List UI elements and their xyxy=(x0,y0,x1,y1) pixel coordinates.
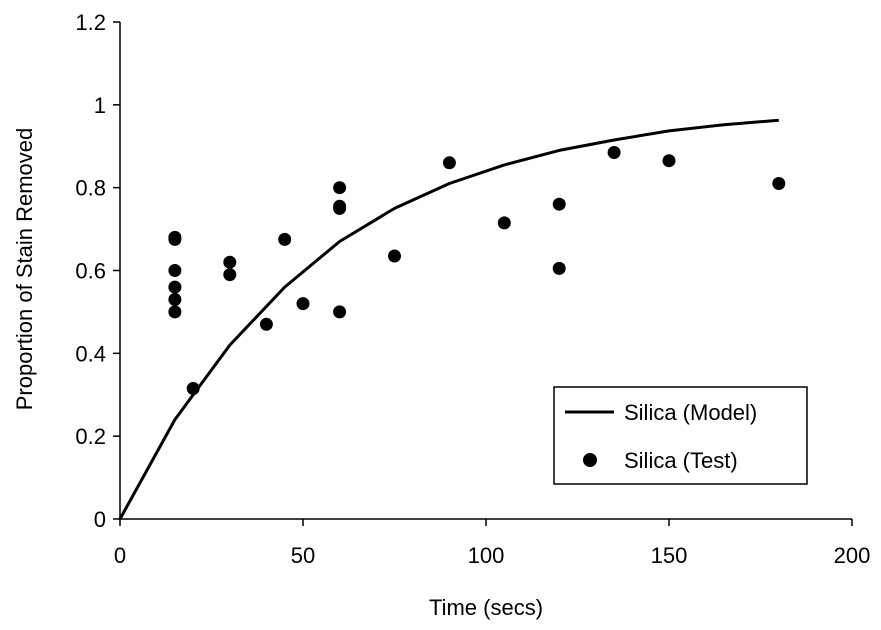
test-point xyxy=(186,382,200,395)
test-point xyxy=(552,197,566,211)
test-point xyxy=(168,232,182,246)
x-tick-label: 200 xyxy=(834,543,871,568)
y-tick-label: 0.2 xyxy=(75,424,106,449)
y-axis-title: Proportion of Stain Removed xyxy=(12,128,37,411)
legend[interactable]: Silica (Model) Silica (Test) xyxy=(553,386,808,485)
test-point xyxy=(333,305,347,319)
test-point xyxy=(278,232,292,246)
x-tick-label: 150 xyxy=(651,543,688,568)
legend-label-test: Silica (Test) xyxy=(624,448,738,473)
y-tick-label: 1.2 xyxy=(75,10,106,35)
model-curve xyxy=(118,118,779,520)
y-tick-label: 0.4 xyxy=(75,341,106,366)
plot-area xyxy=(118,118,786,520)
test-point xyxy=(552,261,566,275)
test-point xyxy=(497,216,511,230)
test-point xyxy=(333,181,347,195)
y-tick-label: 0 xyxy=(94,507,106,532)
test-point xyxy=(333,201,347,215)
test-point xyxy=(662,154,676,168)
test-point xyxy=(168,280,182,294)
legend-label-model: Silica (Model) xyxy=(624,400,757,425)
test-point xyxy=(296,297,310,311)
y-tick-label: 0.6 xyxy=(75,259,106,284)
test-point xyxy=(607,146,621,159)
test-point xyxy=(168,264,182,277)
test-point xyxy=(388,249,401,263)
legend-box xyxy=(553,386,808,485)
test-point xyxy=(772,177,786,190)
test-point xyxy=(259,317,273,331)
test-point xyxy=(223,268,237,282)
test-point xyxy=(168,293,182,306)
ticks: 0 0.2 0.4 0.6 0.8 1 1.2 0 50 100 150 200 xyxy=(75,10,870,568)
x-tick-label: 50 xyxy=(291,543,315,568)
x-tick-label: 100 xyxy=(468,543,505,568)
y-tick-label: 1 xyxy=(94,93,106,118)
x-tick-label: 0 xyxy=(114,543,126,568)
test-point xyxy=(223,255,237,269)
test-point xyxy=(168,305,182,319)
legend-marker-swatch xyxy=(583,453,597,467)
y-tick-label: 0.8 xyxy=(75,176,106,201)
test-point xyxy=(442,156,456,170)
x-axis-title: Time (secs) xyxy=(429,595,543,620)
